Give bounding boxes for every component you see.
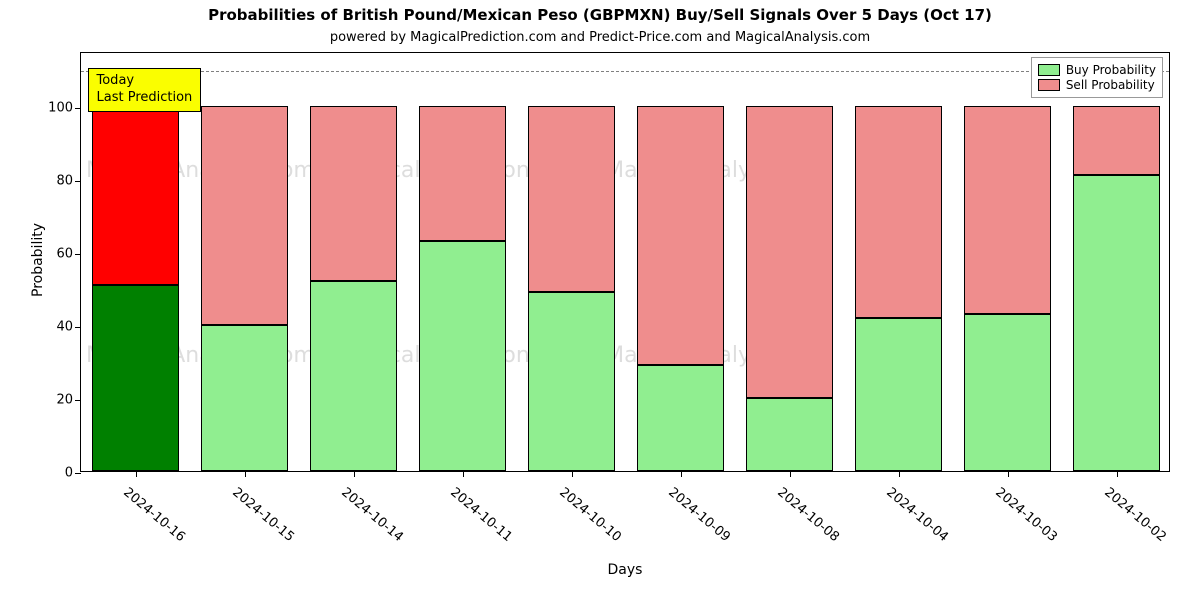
xtick-label: 2024-10-11 [447,485,515,545]
xtick-label: 2024-10-03 [992,485,1060,545]
xtick-mark [136,471,137,477]
today-annotation: Today Last Prediction [88,68,202,112]
bar-group [419,51,506,471]
chart-title: Probabilities of British Pound/Mexican P… [0,6,1200,24]
xtick-mark [1008,471,1009,477]
buy-bar [746,398,833,471]
ytick-label: 80 [56,173,73,188]
sell-bar [1073,106,1160,175]
xtick-mark [245,471,246,477]
xtick-mark [463,471,464,477]
ytick-label: 60 [56,246,73,261]
ytick-mark [75,400,81,401]
bar-group [855,51,942,471]
xtick-mark [1117,471,1118,477]
plot-area: 020406080100MagicalAnalysis.com | Magica… [80,52,1170,472]
legend-swatch [1038,64,1060,76]
y-axis-label: Probability [30,223,46,297]
xtick-mark [354,471,355,477]
xtick-mark [572,471,573,477]
ytick-mark [75,108,81,109]
ytick-mark [75,181,81,182]
sell-bar [201,106,288,325]
chart-subtitle: powered by MagicalPrediction.com and Pre… [0,30,1200,45]
legend-label: Sell Probability [1066,78,1155,92]
xtick-label: 2024-10-14 [338,485,406,545]
buy-bar [1073,175,1160,471]
sell-bar [419,106,506,241]
legend-label: Buy Probability [1066,63,1156,77]
buy-bar [528,292,615,471]
bar-group [528,51,615,471]
sell-bar [964,106,1051,314]
bar-group [746,51,833,471]
xtick-label: 2024-10-16 [120,485,188,545]
xtick-mark [790,471,791,477]
bar-group [92,51,179,471]
xtick-label: 2024-10-10 [556,485,624,545]
xtick-label: 2024-10-02 [1101,485,1169,545]
ytick-mark [75,473,81,474]
chart-container: Probabilities of British Pound/Mexican P… [0,0,1200,600]
bar-group [201,51,288,471]
buy-bar [964,314,1051,471]
legend: Buy ProbabilitySell Probability [1031,57,1163,98]
bar-group [964,51,1051,471]
sell-bar [855,106,942,318]
bar-group [1073,51,1160,471]
xtick-mark [899,471,900,477]
legend-item: Sell Probability [1038,78,1156,92]
xtick-mark [681,471,682,477]
sell-bar [637,106,724,365]
xtick-label: 2024-10-15 [229,485,297,545]
ytick-mark [75,254,81,255]
buy-bar [201,325,288,471]
bar-group [637,51,724,471]
xtick-label: 2024-10-09 [665,485,733,545]
buy-bar [419,241,506,471]
ytick-label: 40 [56,319,73,334]
xtick-label: 2024-10-04 [883,485,951,545]
buy-bar [637,365,724,471]
sell-bar [310,106,397,281]
sell-bar [746,106,833,398]
ytick-label: 0 [65,466,73,481]
buy-bar [310,281,397,471]
buy-bar [855,318,942,471]
x-axis-label: Days [80,562,1170,578]
legend-item: Buy Probability [1038,63,1156,77]
legend-swatch [1038,79,1060,91]
sell-bar [528,106,615,292]
bar-group [310,51,397,471]
xtick-label: 2024-10-08 [774,485,842,545]
ytick-label: 20 [56,392,73,407]
sell-bar [92,106,179,285]
ytick-mark [75,327,81,328]
buy-bar [92,285,179,471]
ytick-label: 100 [48,100,73,115]
